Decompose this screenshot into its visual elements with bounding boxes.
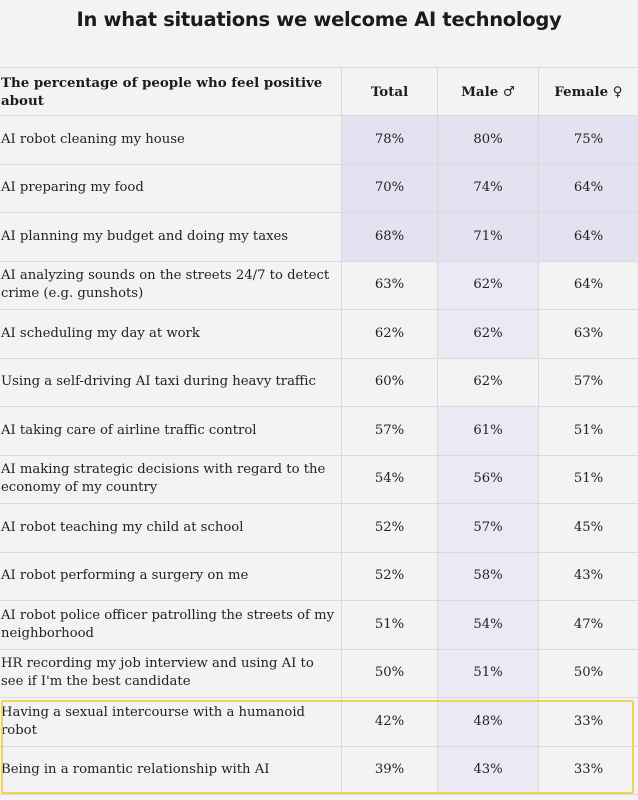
header-male: Male ♂ bbox=[437, 68, 538, 115]
cell-male: 80% bbox=[437, 116, 538, 164]
cell-male: 71% bbox=[437, 213, 538, 261]
row-label: HR recording my job interview and using … bbox=[1, 656, 314, 690]
table-row: AI scheduling my day at work 62% 62% 63% bbox=[0, 310, 638, 359]
table-header: The percentage of people who feel positi… bbox=[0, 67, 638, 116]
cell-total: 63% bbox=[341, 261, 437, 309]
table-row: Being in a romantic relationship with AI… bbox=[0, 746, 638, 795]
cell-male: 62% bbox=[437, 261, 538, 309]
cell-female: 75% bbox=[538, 116, 638, 164]
cell-female: 47% bbox=[538, 601, 638, 649]
cell-total: 51% bbox=[341, 601, 437, 649]
table-row: AI preparing my food 70% 74% 64% bbox=[0, 164, 638, 213]
cell-total: 52% bbox=[341, 552, 437, 600]
cell-total: 57% bbox=[341, 407, 437, 455]
cell-female: 33% bbox=[538, 698, 638, 746]
row-label: AI taking care of airline traffic contro… bbox=[1, 422, 257, 438]
cell-total: 52% bbox=[341, 504, 437, 552]
cell-female: 43% bbox=[538, 552, 638, 600]
cell-female: 50% bbox=[538, 649, 638, 697]
row-label: AI robot cleaning my house bbox=[1, 131, 185, 147]
cell-female: 63% bbox=[538, 310, 638, 358]
cell-total: 39% bbox=[341, 746, 437, 794]
cell-female: 57% bbox=[538, 358, 638, 406]
data-table: The percentage of people who feel positi… bbox=[0, 67, 638, 795]
table-row: AI robot cleaning my house 78% 80% 75% bbox=[0, 116, 638, 165]
cell-female: 64% bbox=[538, 213, 638, 261]
cell-male: 57% bbox=[437, 504, 538, 552]
table-body: AI robot cleaning my house 78% 80% 75% AI pr… bbox=[0, 116, 638, 795]
cell-female: 64% bbox=[538, 261, 638, 309]
page-title: In what situations we welcome AI technol… bbox=[76, 8, 562, 31]
row-label: Being in a romantic relationship with AI bbox=[1, 762, 270, 778]
row-label: AI scheduling my day at work bbox=[1, 325, 200, 341]
cell-male: 58% bbox=[437, 552, 538, 600]
table-row: AI robot teaching my child at school 52% 5… bbox=[0, 504, 638, 553]
cell-female: 45% bbox=[538, 504, 638, 552]
cell-male: 43% bbox=[437, 746, 538, 794]
cell-female: 51% bbox=[538, 407, 638, 455]
header-description: The percentage of people who feel positi… bbox=[1, 74, 323, 109]
cell-female: 33% bbox=[538, 746, 638, 794]
table-row: AI analyzing sounds on the streets 24/7 … bbox=[0, 261, 638, 310]
table-row: AI robot police officer patrolling the s… bbox=[0, 601, 638, 650]
cell-male: 61% bbox=[437, 407, 538, 455]
cell-total: 50% bbox=[341, 649, 437, 697]
cell-total: 60% bbox=[341, 358, 437, 406]
table-row: AI taking care of airline traffic contro… bbox=[0, 407, 638, 456]
cell-total: 70% bbox=[341, 164, 437, 212]
table-row: AI making strategic decisions with regar… bbox=[0, 455, 638, 504]
cell-total: 42% bbox=[341, 698, 437, 746]
cell-total: 54% bbox=[341, 455, 437, 503]
cell-female: 51% bbox=[538, 455, 638, 503]
row-label: AI analyzing sounds on the streets 24/7 … bbox=[1, 268, 330, 302]
cell-male: 62% bbox=[437, 310, 538, 358]
cell-male: 74% bbox=[437, 164, 538, 212]
table-row: AI planning my budget and doing my taxes… bbox=[0, 213, 638, 262]
row-label: AI robot police officer patrolling the s… bbox=[1, 607, 335, 641]
cell-total: 68% bbox=[341, 213, 437, 261]
cell-male: 51% bbox=[437, 649, 538, 697]
row-label: AI planning my budget and doing my taxes bbox=[1, 228, 289, 244]
header-female: Female ♀ bbox=[538, 68, 638, 115]
cell-female: 64% bbox=[538, 164, 638, 212]
row-label: AI preparing my food bbox=[1, 180, 144, 196]
table-row: Using a self-driving AI taxi during heav… bbox=[0, 358, 638, 407]
header-total: Total bbox=[341, 68, 437, 115]
cell-male: 56% bbox=[437, 455, 538, 503]
row-label: AI making strategic decisions with regar… bbox=[1, 462, 326, 496]
cell-male: 48% bbox=[437, 698, 538, 746]
cell-total: 62% bbox=[341, 310, 437, 358]
cell-male: 62% bbox=[437, 358, 538, 406]
table-row: Having a sexual intercourse with a human… bbox=[0, 698, 638, 747]
cell-total: 78% bbox=[341, 116, 437, 164]
table-row: HR recording my job interview and using … bbox=[0, 649, 638, 698]
row-label: Having a sexual intercourse with a human… bbox=[1, 704, 305, 738]
table-row: AI robot performing a surgery on me 52% 58… bbox=[0, 552, 638, 601]
row-label: Using a self-driving AI taxi during heav… bbox=[1, 374, 316, 390]
row-label: AI robot teaching my child at school bbox=[1, 519, 244, 535]
cell-male: 54% bbox=[437, 601, 538, 649]
row-label: AI robot performing a surgery on me bbox=[1, 568, 249, 584]
